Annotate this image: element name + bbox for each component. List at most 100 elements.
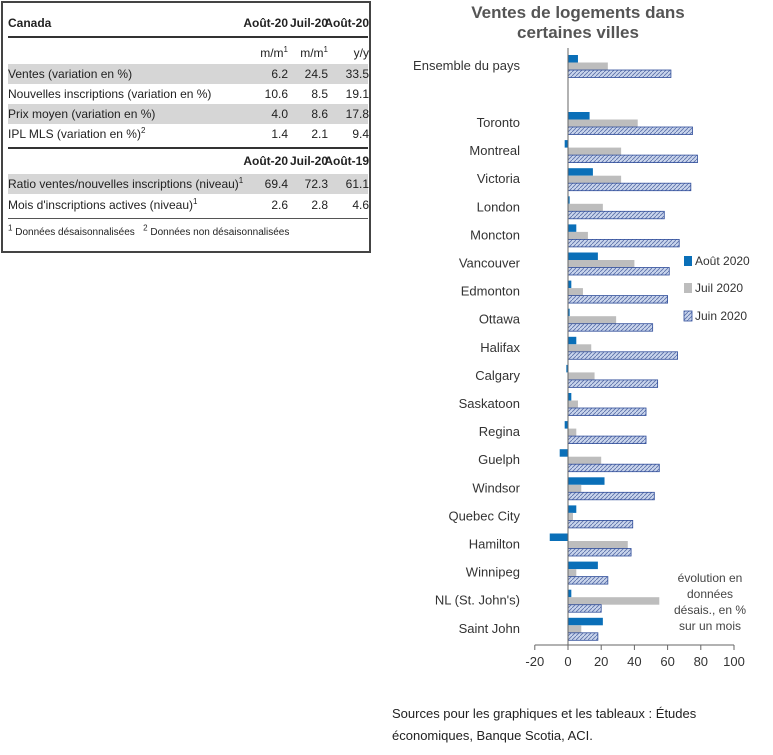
col-header: Juil-20	[289, 16, 328, 30]
category-label: Victoria	[477, 171, 521, 186]
table-row: Mois d'inscriptions actives (niveau)1 2.…	[8, 195, 369, 215]
bar	[567, 182, 692, 192]
bar	[567, 379, 659, 388]
category-label: Regina	[479, 424, 521, 439]
units-row: m/m1 m/m1 y/y	[8, 43, 369, 63]
bar	[568, 336, 577, 345]
category-label: Calgary	[475, 368, 520, 383]
row-label: Nouvelles inscriptions (variation en %)	[8, 87, 212, 101]
bar	[568, 344, 592, 352]
bar	[568, 62, 608, 70]
bar	[559, 449, 568, 457]
legend-swatch	[684, 256, 692, 266]
annotation-line: désais., en %	[674, 603, 746, 617]
housing-stats-table: Canada Août-20 Juil-20 Août-20 m/m1 m/m1…	[1, 1, 371, 253]
chart-marks: Ensemble du pays Toronto Montreal Victoria L…	[413, 48, 745, 669]
table-header-row: Canada Août-20 Juil-20 Août-20	[8, 13, 369, 33]
cell: 19.1	[345, 87, 369, 101]
legend-label: Août 2020	[695, 254, 750, 268]
x-tick-label: 20	[594, 654, 608, 669]
unit-label: m/m1	[260, 45, 288, 61]
bar	[564, 140, 568, 148]
category-label: Vancouver	[459, 256, 521, 271]
cell: 1.4	[271, 127, 288, 141]
bar	[568, 456, 602, 465]
category-label: Quebec City	[448, 508, 520, 523]
bar	[567, 69, 672, 78]
chart-annotation: évolution en données désais., en % sur un m…	[674, 571, 746, 633]
bar	[568, 168, 593, 176]
bar	[568, 512, 573, 521]
bar	[568, 55, 578, 63]
row-label: IPL MLS (variation en %)2	[8, 126, 146, 142]
x-tick-label: -20	[525, 654, 544, 669]
bar	[568, 428, 577, 437]
x-tick-label: 40	[627, 654, 641, 669]
bar	[568, 569, 577, 577]
bar	[568, 589, 572, 598]
bar	[568, 175, 622, 184]
bar	[567, 435, 647, 445]
cell: 10.6	[264, 87, 288, 101]
bar	[568, 288, 583, 296]
bar	[567, 295, 668, 304]
city-sales-chart: Ventes de logements dans certaines ville…	[413, 3, 750, 669]
bar	[567, 548, 632, 557]
cell: 2.1	[311, 127, 328, 141]
bar	[568, 400, 578, 408]
bar	[568, 561, 598, 570]
table-header-row-2: Août-20 Juil-20 Août-19	[8, 151, 369, 171]
category-label: Montreal	[469, 143, 520, 158]
bar	[568, 231, 588, 240]
category-label: Toronto	[477, 115, 520, 130]
table-row: Prix moyen (variation en %) 4.0 8.6 17.8	[8, 104, 369, 124]
legend-swatch	[684, 283, 692, 293]
x-tick-label: 0	[564, 654, 571, 669]
bar	[566, 364, 568, 373]
cell: 6.2	[271, 67, 288, 81]
bar	[568, 372, 595, 380]
bar	[568, 147, 622, 156]
cell: 17.8	[345, 107, 369, 121]
cell: 8.5	[311, 87, 328, 101]
bar	[568, 280, 572, 289]
row-label: Mois d'inscriptions actives (niveau)1	[8, 197, 198, 213]
bar	[568, 316, 617, 324]
row-label: Ventes (variation en %)	[8, 67, 133, 81]
category-label: Guelph	[478, 452, 520, 467]
col-header: Juil-20	[289, 154, 328, 168]
cell: 4.0	[271, 107, 288, 121]
table-row: Nouvelles inscriptions (variation en %) …	[8, 84, 369, 104]
bar	[567, 210, 665, 220]
x-tick-label: 80	[694, 654, 708, 669]
category-label: Ensemble du pays	[413, 58, 520, 73]
legend-label: Juil 2020	[695, 281, 743, 295]
bar	[568, 308, 570, 317]
cell: 69.4	[264, 177, 288, 191]
bar	[567, 463, 660, 473]
bar	[567, 632, 599, 641]
cell: 33.5	[345, 67, 369, 81]
cell: 8.6	[311, 107, 328, 121]
bar	[567, 407, 647, 416]
x-tick-label: 60	[660, 654, 674, 669]
bar	[568, 112, 590, 120]
bar	[567, 154, 698, 164]
category-label: Moncton	[470, 227, 520, 242]
divider	[8, 218, 368, 219]
x-tick-label: 100	[723, 654, 745, 669]
bar	[568, 505, 577, 513]
category-label: London	[477, 199, 520, 214]
table-row: Ventes (variation en %) 6.2 24.5 33.5	[8, 64, 369, 84]
legend-swatch	[683, 310, 693, 322]
bar	[567, 267, 670, 276]
category-label: Edmonton	[461, 284, 520, 299]
bar	[567, 238, 680, 248]
bar	[568, 617, 603, 626]
col-header: Août-20	[243, 16, 288, 30]
chart-title-line-1: Ventes de logements dans	[471, 3, 685, 22]
bar	[568, 196, 570, 204]
cell: 2.8	[311, 198, 328, 212]
divider	[8, 36, 368, 38]
bar	[568, 260, 635, 268]
